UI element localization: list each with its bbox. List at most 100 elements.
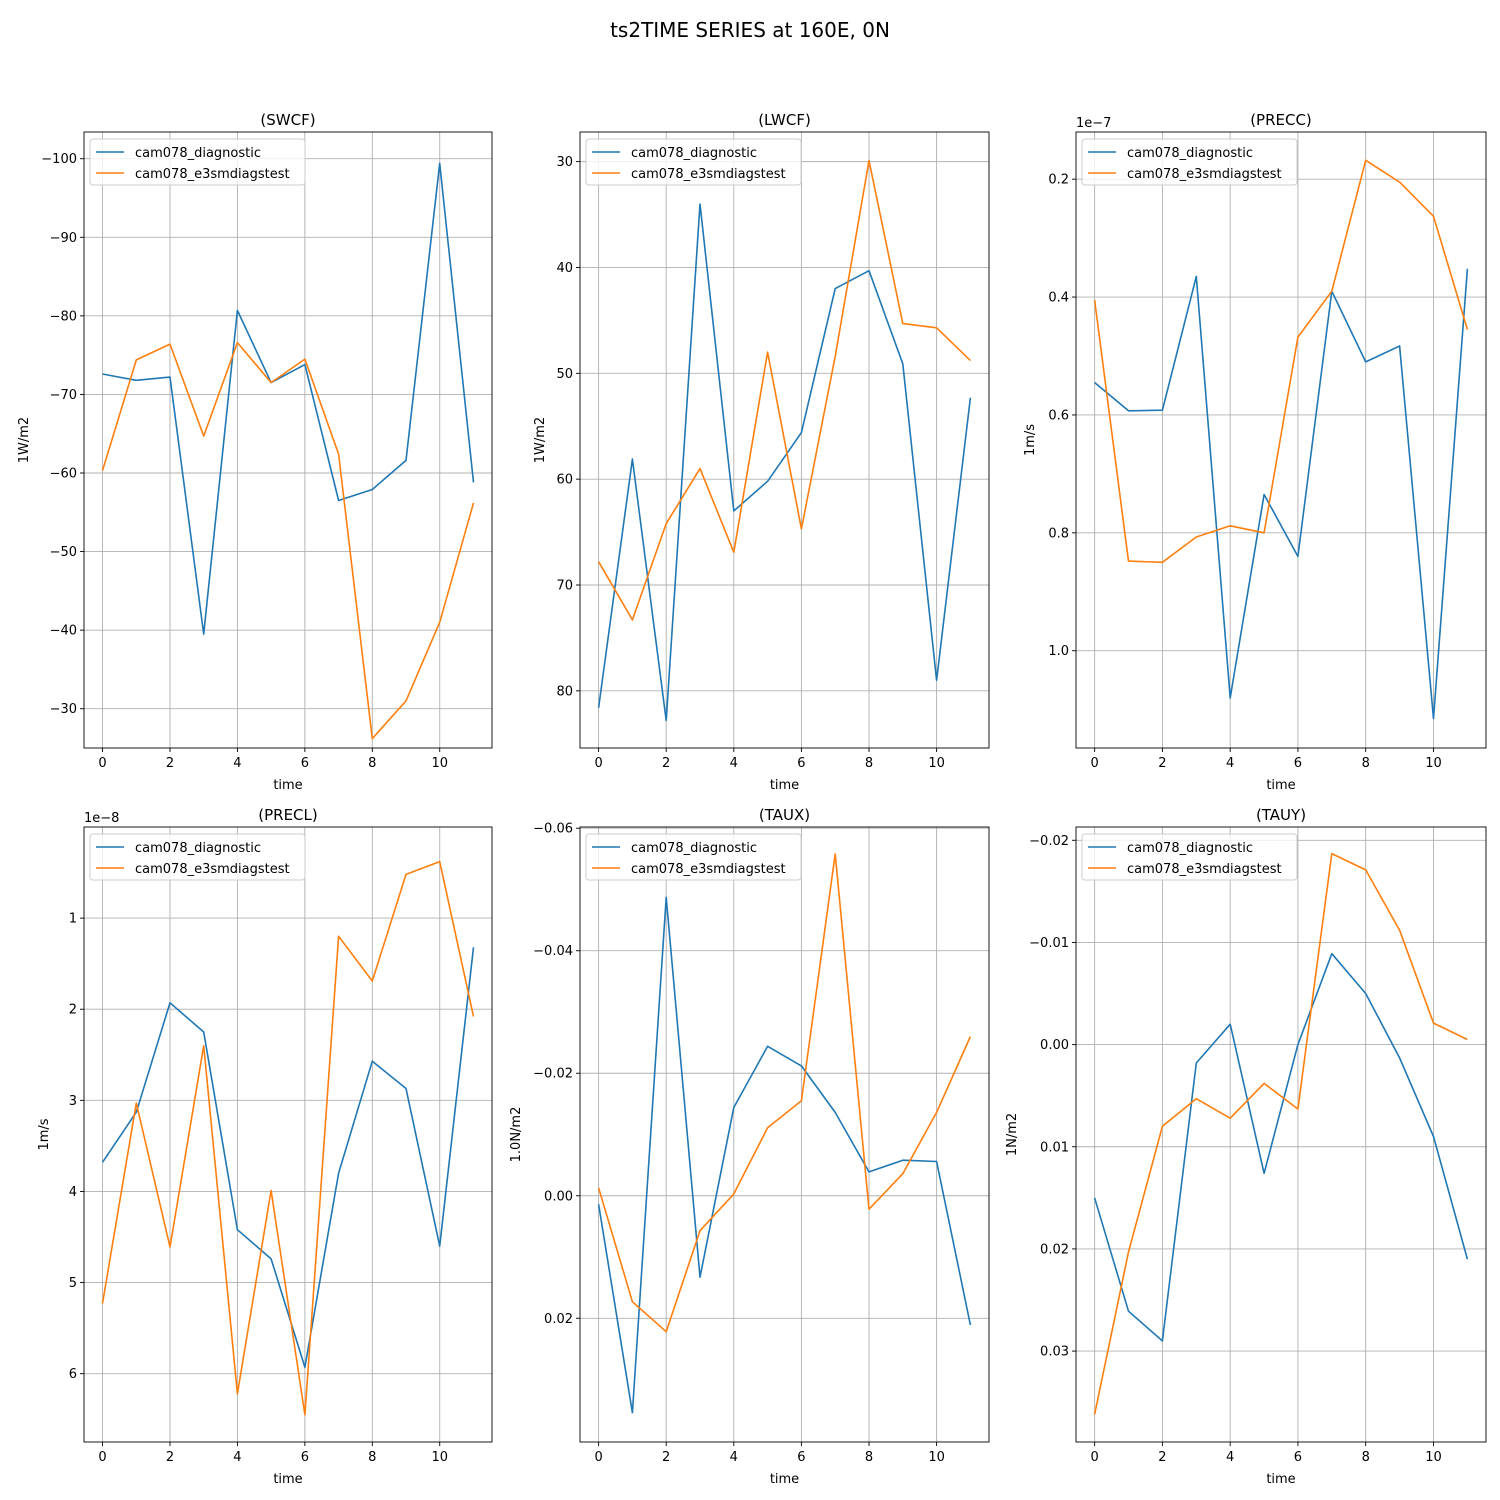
- series-line-cam078-diagnostic: [597, 203, 972, 722]
- legend-label: cam078_diagnostic: [1127, 146, 1253, 161]
- legend-label: cam078_e3smdiagstest: [1127, 167, 1282, 182]
- y-tick-label: −0.04: [533, 944, 573, 959]
- x-tick-label: 10: [928, 1450, 945, 1465]
- plot-frame: [579, 826, 990, 1443]
- panel-title: (TAUY): [1256, 806, 1306, 824]
- panel-precc: 0 2 4 6 8 10 0.2 0.4 0.6 0.8 1.0 (PRECC) time 1m/s 1e−…: [1023, 111, 1487, 793]
- x-tick-label: 0: [594, 1450, 602, 1465]
- x-tick-label: 6: [1294, 1450, 1302, 1465]
- x-tick-label: 4: [1226, 756, 1234, 771]
- plot-frame: [579, 131, 990, 749]
- x-tick-label: 4: [730, 756, 738, 771]
- y-tick-label: 5: [69, 1276, 77, 1291]
- y-tick-label: −0.01: [1029, 936, 1069, 951]
- y-tick-label: −30: [50, 702, 77, 717]
- y-tick-label: 0.00: [1040, 1038, 1069, 1053]
- legend-label: cam078_e3smdiagstest: [631, 862, 786, 877]
- x-tick-label: 6: [301, 1450, 309, 1465]
- y-offset-text: 1e−8: [84, 811, 119, 826]
- legend: cam078_diagnostic cam078_e3smdiagstest: [1081, 138, 1298, 186]
- x-tick-label: 4: [233, 756, 241, 771]
- x-tick-label: 6: [1294, 756, 1302, 771]
- series-line-cam078-e3smdiagstest: [1093, 852, 1468, 1415]
- panel-title: (SWCF): [260, 111, 315, 129]
- panel-title: (PRECC): [1250, 111, 1312, 129]
- legend-label: cam078_diagnostic: [135, 841, 261, 856]
- y-offset-text: 1e−7: [1076, 116, 1111, 131]
- x-tick-label: 8: [1362, 756, 1370, 771]
- x-tick-label: 6: [797, 756, 805, 771]
- y-tick-label: 0.6: [1048, 408, 1069, 423]
- series-line-cam078-e3smdiagstest: [597, 853, 972, 1333]
- legend: cam078_diagnostic cam078_e3smdiagstest: [89, 833, 306, 881]
- legend-label: cam078_diagnostic: [1127, 841, 1253, 856]
- y-tick-label: 60: [556, 473, 573, 488]
- y-tick-label: 0.02: [1040, 1242, 1069, 1257]
- x-axis-label: time: [273, 778, 302, 793]
- x-tick-label: 0: [1090, 756, 1098, 771]
- legend-box: [585, 833, 802, 881]
- x-tick-label: 2: [166, 756, 174, 771]
- y-tick-label: 2: [69, 1003, 77, 1018]
- y-tick-label: −0.06: [533, 822, 573, 837]
- y-tick-label: 70: [556, 579, 573, 594]
- panel-title: (PRECL): [258, 806, 317, 824]
- plot-frame: [1075, 826, 1487, 1443]
- y-tick-label: −100: [41, 152, 77, 167]
- y-tick-label: 0.8: [1048, 526, 1069, 541]
- y-tick-label: 0.00: [544, 1189, 573, 1204]
- y-axis-label: 1W/m2: [17, 417, 32, 463]
- y-tick-label: 1: [69, 912, 77, 927]
- x-tick-label: 2: [1158, 756, 1166, 771]
- y-tick-label: 0.2: [1048, 173, 1069, 188]
- legend-box: [1081, 833, 1298, 881]
- plot-frame: [83, 826, 493, 1443]
- y-tick-label: 0.02: [544, 1312, 573, 1327]
- y-axis-label: 1.0N/m2: [509, 1107, 524, 1163]
- series-line-cam078-e3smdiagstest: [1093, 159, 1469, 564]
- legend-box: [1081, 138, 1298, 186]
- y-tick-label: −90: [50, 231, 77, 246]
- x-tick-label: 8: [1362, 1450, 1370, 1465]
- y-tick-label: −70: [50, 388, 77, 403]
- panel-swcf: 0 2 4 6 8 10 −100 −90 −80 −70 −60 −50 −40 −30 (SWCF) ti…: [17, 111, 493, 793]
- legend-box: [585, 138, 802, 186]
- x-axis-label: time: [1266, 778, 1295, 793]
- panel-lwcf: 0 2 4 6 8 10 30 40 50 60 70 80 (LWCF) time 1W/m2 cam078…: [533, 111, 990, 793]
- x-tick-label: 0: [594, 756, 602, 771]
- legend-label: cam078_diagnostic: [631, 146, 757, 161]
- y-tick-label: −60: [50, 467, 77, 482]
- legend: cam078_diagnostic cam078_e3smdiagstest: [1081, 833, 1298, 881]
- y-axis-label: 1N/m2: [1005, 1113, 1020, 1156]
- panel-title: (LWCF): [758, 111, 811, 129]
- y-tick-label: 50: [556, 367, 573, 382]
- x-tick-label: 10: [1425, 1450, 1442, 1465]
- plot-frame: [83, 131, 493, 749]
- legend: cam078_diagnostic cam078_e3smdiagstest: [89, 138, 306, 186]
- series-line-cam078-diagnostic: [1093, 952, 1469, 1342]
- y-tick-label: −50: [50, 545, 77, 560]
- series-line-cam078-e3smdiagstest: [101, 860, 475, 1416]
- y-tick-label: 3: [69, 1094, 77, 1109]
- y-axis-label: 1m/s: [37, 1118, 52, 1150]
- legend-label: cam078_diagnostic: [631, 841, 757, 856]
- x-tick-label: 2: [1158, 1450, 1166, 1465]
- legend: cam078_diagnostic cam078_e3smdiagstest: [585, 138, 802, 186]
- y-tick-label: −0.02: [1029, 834, 1069, 849]
- x-tick-label: 10: [928, 756, 945, 771]
- y-axis-label: 1W/m2: [533, 417, 548, 463]
- x-tick-label: 10: [431, 756, 448, 771]
- series-line-cam078-e3smdiagstest: [597, 159, 971, 621]
- x-tick-label: 4: [1226, 1450, 1234, 1465]
- x-tick-label: 6: [797, 1450, 805, 1465]
- x-tick-label: 8: [368, 756, 376, 771]
- y-tick-label: 80: [556, 684, 573, 699]
- panels: 0 2 4 6 8 10−100−90−80−70−60−50−40−30(SWCF)ti…: [17, 111, 1487, 1487]
- legend: cam078_diagnostic cam078_e3smdiagstest: [585, 833, 802, 881]
- y-tick-label: 30: [556, 155, 573, 170]
- panel-taux: 0 2 4 6 8 10 −0.06 −0.04 −0.02 0.00 0.02 (TAUX) time…: [509, 806, 990, 1487]
- series-line-cam078-diagnostic: [101, 947, 475, 1369]
- x-axis-label: time: [770, 778, 799, 793]
